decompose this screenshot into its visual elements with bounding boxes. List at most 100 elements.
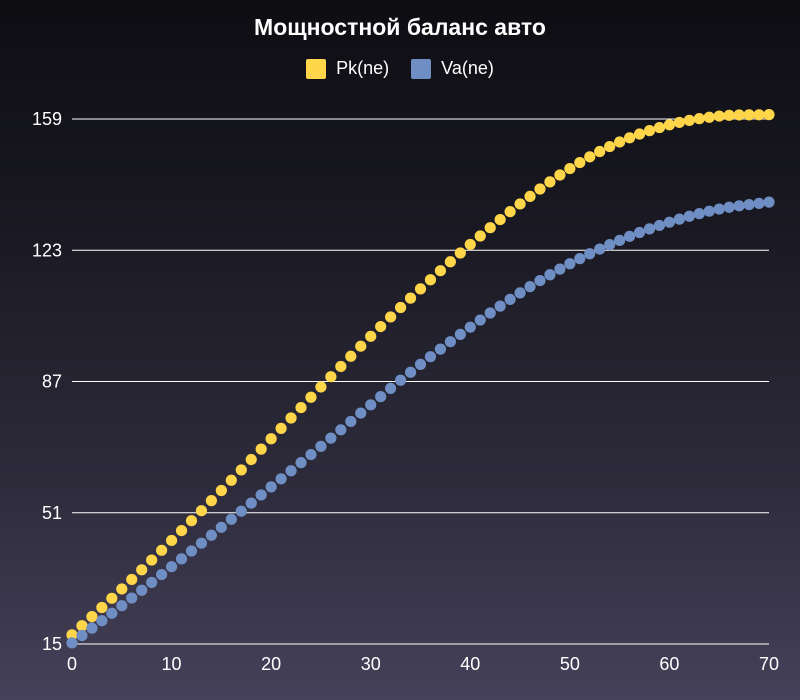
- series-1-point[interactable]: [185, 545, 198, 557]
- series-0-point[interactable]: [394, 301, 407, 314]
- series-1-point[interactable]: [633, 226, 646, 239]
- series-1-point[interactable]: [255, 489, 267, 501]
- series-1-point[interactable]: [345, 415, 357, 428]
- series-0-point[interactable]: [444, 256, 456, 268]
- series-1-point[interactable]: [175, 553, 188, 565]
- series-1-point[interactable]: [76, 629, 88, 642]
- series-1-point[interactable]: [484, 307, 496, 319]
- series-1-point[interactable]: [643, 223, 656, 235]
- series-0-point[interactable]: [225, 474, 237, 486]
- series-0-point[interactable]: [574, 156, 586, 169]
- series-0-point[interactable]: [624, 132, 636, 144]
- series-0-point[interactable]: [504, 206, 516, 218]
- series-0-point[interactable]: [564, 162, 576, 175]
- series-0-point[interactable]: [434, 265, 447, 277]
- series-1-point[interactable]: [365, 399, 377, 411]
- series-1-point[interactable]: [464, 321, 476, 333]
- series-1-point[interactable]: [156, 568, 168, 581]
- series-1-point[interactable]: [305, 448, 317, 461]
- series-0-point[interactable]: [763, 109, 775, 121]
- series-0-point[interactable]: [424, 274, 437, 286]
- series-1-point[interactable]: [385, 382, 397, 395]
- series-0-point[interactable]: [703, 111, 715, 123]
- series-0-point[interactable]: [295, 401, 307, 414]
- series-0-point[interactable]: [86, 611, 98, 623]
- series-1-point[interactable]: [594, 243, 606, 255]
- series-1-point[interactable]: [703, 205, 715, 217]
- series-1-point[interactable]: [424, 351, 437, 363]
- series-0-point[interactable]: [614, 136, 626, 148]
- series-1-point[interactable]: [584, 248, 596, 260]
- series-0-point[interactable]: [126, 573, 138, 586]
- series-0-point[interactable]: [106, 592, 118, 604]
- series-1-point[interactable]: [524, 281, 536, 293]
- series-1-point[interactable]: [683, 210, 695, 222]
- series-1-point[interactable]: [315, 440, 327, 452]
- series-1-point[interactable]: [653, 219, 666, 232]
- legend-item-va[interactable]: Va(ne): [411, 58, 494, 79]
- series-0-point[interactable]: [385, 311, 397, 323]
- series-1-point[interactable]: [604, 239, 616, 251]
- series-1-point[interactable]: [494, 300, 506, 312]
- series-0-point[interactable]: [753, 109, 765, 121]
- series-0-point[interactable]: [156, 544, 168, 556]
- series-1-point[interactable]: [106, 607, 118, 619]
- series-0-point[interactable]: [604, 140, 616, 153]
- series-1-point[interactable]: [215, 521, 227, 533]
- series-1-point[interactable]: [195, 537, 208, 549]
- series-1-point[interactable]: [285, 465, 297, 477]
- series-0-point[interactable]: [245, 453, 257, 466]
- series-1-point[interactable]: [504, 293, 516, 305]
- series-0-point[interactable]: [116, 583, 128, 595]
- series-0-point[interactable]: [464, 238, 476, 251]
- series-0-point[interactable]: [275, 422, 287, 434]
- series-0-point[interactable]: [594, 145, 606, 158]
- series-1-point[interactable]: [245, 497, 257, 509]
- series-1-point[interactable]: [534, 274, 546, 287]
- series-1-point[interactable]: [434, 343, 447, 355]
- series-0-point[interactable]: [733, 109, 745, 121]
- series-0-point[interactable]: [175, 524, 188, 537]
- series-1-point[interactable]: [514, 287, 526, 299]
- series-0-point[interactable]: [235, 464, 247, 476]
- series-0-point[interactable]: [345, 350, 357, 362]
- series-1-point[interactable]: [126, 592, 138, 604]
- series-1-point[interactable]: [454, 328, 466, 340]
- series-1-point[interactable]: [225, 513, 237, 525]
- series-0-point[interactable]: [544, 176, 556, 188]
- series-1-point[interactable]: [205, 529, 217, 541]
- series-0-point[interactable]: [136, 564, 148, 576]
- series-0-point[interactable]: [484, 222, 496, 234]
- series-1-point[interactable]: [165, 561, 178, 573]
- series-0-point[interactable]: [414, 283, 427, 295]
- series-1-point[interactable]: [375, 391, 387, 403]
- series-1-point[interactable]: [335, 424, 347, 436]
- series-1-point[interactable]: [743, 198, 755, 211]
- series-1-point[interactable]: [96, 615, 108, 627]
- series-0-point[interactable]: [633, 128, 646, 140]
- series-0-point[interactable]: [165, 534, 178, 547]
- series-0-point[interactable]: [365, 330, 377, 342]
- series-0-point[interactable]: [534, 183, 546, 195]
- series-0-point[interactable]: [494, 213, 506, 226]
- series-0-point[interactable]: [723, 109, 735, 121]
- series-1-point[interactable]: [723, 201, 735, 213]
- series-1-point[interactable]: [404, 366, 417, 378]
- series-0-point[interactable]: [315, 381, 327, 393]
- series-1-point[interactable]: [235, 505, 247, 517]
- series-1-point[interactable]: [295, 457, 307, 469]
- series-0-point[interactable]: [683, 114, 695, 126]
- series-0-point[interactable]: [524, 190, 536, 203]
- series-0-point[interactable]: [653, 121, 666, 134]
- series-0-point[interactable]: [474, 230, 486, 242]
- series-0-point[interactable]: [305, 391, 317, 403]
- series-0-point[interactable]: [693, 113, 705, 125]
- series-0-point[interactable]: [554, 169, 566, 181]
- series-1-point[interactable]: [275, 473, 287, 485]
- series-0-point[interactable]: [66, 629, 78, 641]
- series-1-point[interactable]: [673, 213, 685, 225]
- series-0-point[interactable]: [355, 340, 367, 352]
- series-1-point[interactable]: [753, 197, 765, 210]
- series-1-point[interactable]: [554, 263, 566, 275]
- series-0-point[interactable]: [146, 554, 158, 566]
